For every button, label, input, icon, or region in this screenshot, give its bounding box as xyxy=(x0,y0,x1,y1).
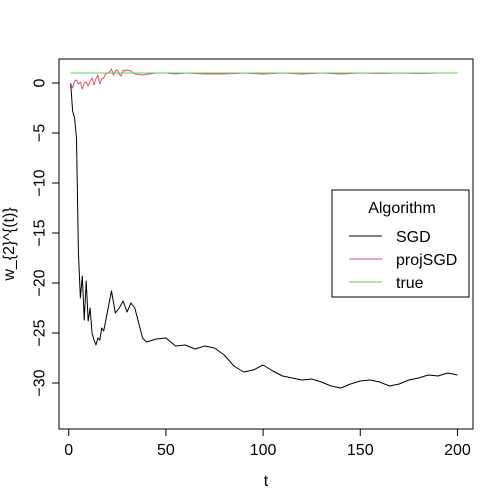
x-tick-label: 200 xyxy=(444,442,471,459)
series-layer xyxy=(70,68,458,389)
y-axis-title: w_{2}^{(t)} xyxy=(1,207,18,282)
y-tick-label: −10 xyxy=(32,169,49,196)
y-tick-label: −5 xyxy=(32,124,49,142)
x-axis-title: t xyxy=(264,473,269,490)
y-tick-label: −30 xyxy=(32,369,49,396)
legend-label-true: true xyxy=(396,275,424,292)
series-line-sgd xyxy=(70,82,458,389)
x-tick-label: 100 xyxy=(250,442,277,459)
legend-box xyxy=(331,189,470,298)
legend-label-sgd: SGD xyxy=(396,229,431,246)
x-tick-label: 150 xyxy=(347,442,374,459)
legend-label-projsgd: projSGD xyxy=(396,252,457,269)
y-tick-label: −25 xyxy=(32,319,49,346)
legend-entries: SGD projSGD true xyxy=(349,229,457,292)
x-tick-label: 0 xyxy=(64,442,73,459)
y-tick-label: −15 xyxy=(32,219,49,246)
legend: Algorithm SGD projSGD true xyxy=(331,189,470,298)
x-tick-label: 50 xyxy=(157,442,175,459)
legend-title: Algorithm xyxy=(368,200,436,217)
series-line-projsgd xyxy=(70,68,458,90)
y-tick-label: 0 xyxy=(32,78,49,87)
y-tick-label: −20 xyxy=(32,269,49,296)
axes-layer: 0 50 100 150 200 0 −5 −10 −15 −20 −25 −30 xyxy=(32,78,471,459)
